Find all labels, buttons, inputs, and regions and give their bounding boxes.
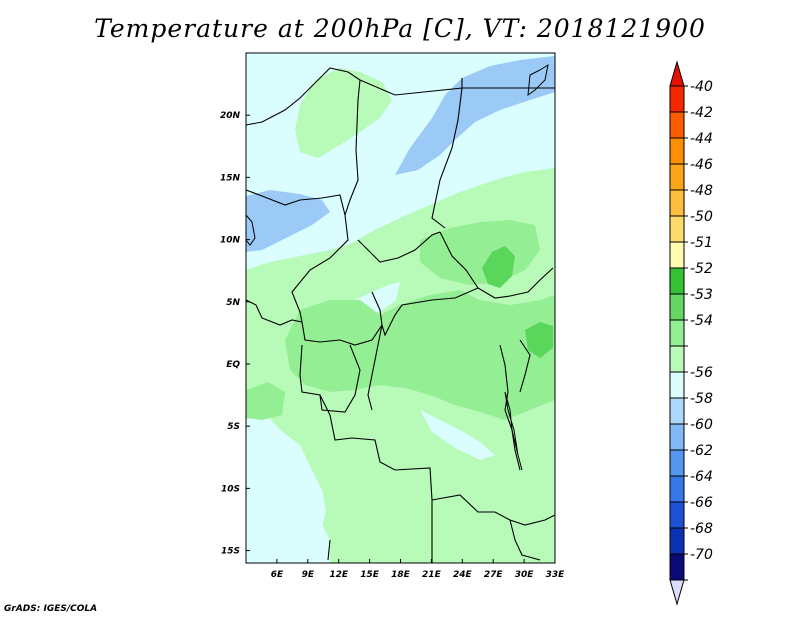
- country-borders: [245, 67, 556, 563]
- colorbar-bin: [669, 85, 685, 113]
- colorbar-label: -51: [690, 235, 713, 251]
- colorbar-top-arrow: [669, 60, 685, 87]
- colorbar-label: -62: [690, 443, 713, 459]
- cold-region-southeast: [420, 410, 495, 460]
- map-title: Temperature at 200hPa [C], VT: 201812190…: [94, 14, 706, 43]
- colorbar-bin: [669, 553, 685, 581]
- latitude-axis: 20N 15N 10N 5N EQ 5S 10S 15S: [220, 111, 250, 557]
- colorbar-label: -50: [690, 209, 713, 225]
- lon-tick-label: 24E: [453, 570, 473, 580]
- colorbar-label: -48: [690, 183, 713, 199]
- colorbar-bin: [669, 475, 685, 503]
- grads-credit: GrADS: IGES/COLA: [4, 604, 98, 614]
- colorbar-bin: [669, 527, 685, 555]
- colorbar-label: -53: [690, 287, 713, 303]
- colorbar-label: -64: [690, 469, 713, 485]
- cold-region-south: [246, 395, 326, 545]
- colorbar-bin: [669, 501, 685, 529]
- colorbar-label: -60: [690, 417, 713, 433]
- colorbar-bin: [669, 449, 685, 477]
- colorbar-bin: [669, 137, 685, 165]
- colorbar-bin: [669, 163, 685, 191]
- colorbar-label: -42: [690, 105, 713, 121]
- lon-tick-label: 33E: [546, 570, 566, 580]
- warmest-region-east: [525, 322, 553, 358]
- warm-region-southwest: [246, 382, 285, 420]
- colorbar-bin: [669, 111, 685, 139]
- lat-tick-label: 15N: [220, 173, 241, 183]
- colorbar-bin: [669, 241, 685, 269]
- colorbar-bin: [669, 345, 685, 373]
- warmer-region-central: [285, 290, 555, 420]
- lon-tick-label: 21E: [422, 570, 442, 580]
- colorbar-label: -44: [690, 131, 713, 147]
- lat-tick-label: 15S: [221, 547, 240, 557]
- lat-tick-label: 20N: [220, 111, 241, 121]
- colorbar: -40 -42 -44 -46 -48 -50 -51 -52 -53 -54 -56 -58 -60 -…: [669, 60, 713, 606]
- colorbar-label: -70: [690, 547, 713, 563]
- colorbar-label: -58: [690, 391, 713, 407]
- lat-tick-label: 5S: [227, 422, 240, 432]
- longitude-axis: 6E 9E 12E 15E 18E 21E 24E 27E 30E 33E: [271, 559, 565, 580]
- colorbar-label: -46: [690, 157, 713, 173]
- colorbar-bin: [669, 215, 685, 243]
- colorbar-bin: [669, 293, 685, 321]
- lat-tick-label: 5N: [226, 298, 240, 308]
- colorbar-bin: [669, 189, 685, 217]
- warmest-region: [482, 246, 515, 288]
- lon-tick-label: 30E: [515, 570, 535, 580]
- colorbar-label: -52: [690, 261, 713, 277]
- lat-tick-label: EQ: [226, 360, 240, 370]
- colorbar-label: -66: [690, 495, 713, 511]
- colorbar-bin: [669, 267, 685, 295]
- lon-tick-label: 15E: [360, 570, 380, 580]
- lon-tick-label: 9E: [302, 570, 315, 580]
- colorbar-label: -56: [690, 365, 713, 381]
- lon-tick-label: 27E: [484, 570, 504, 580]
- lat-tick-label: 10N: [220, 236, 241, 246]
- warm-region-north: [295, 68, 392, 158]
- cold-region-northeast: [395, 56, 555, 175]
- cold-region-west: [246, 190, 330, 252]
- cold-region-center: [355, 282, 400, 312]
- colorbar-bin: [669, 397, 685, 425]
- colorbar-label: -54: [690, 313, 713, 329]
- lon-tick-label: 12E: [329, 570, 349, 580]
- lat-tick-label: 10S: [221, 484, 240, 494]
- colorbar-bin: [669, 371, 685, 399]
- colorbar-bottom-arrow: [669, 579, 685, 606]
- lon-tick-label: 18E: [391, 570, 411, 580]
- colorbar-label: -40: [690, 79, 713, 95]
- lon-tick-label: 6E: [271, 570, 284, 580]
- colorbar-label: -68: [690, 521, 713, 537]
- colorbar-bin: [669, 319, 685, 347]
- lakes: [245, 63, 549, 471]
- colorbar-bin: [669, 423, 685, 451]
